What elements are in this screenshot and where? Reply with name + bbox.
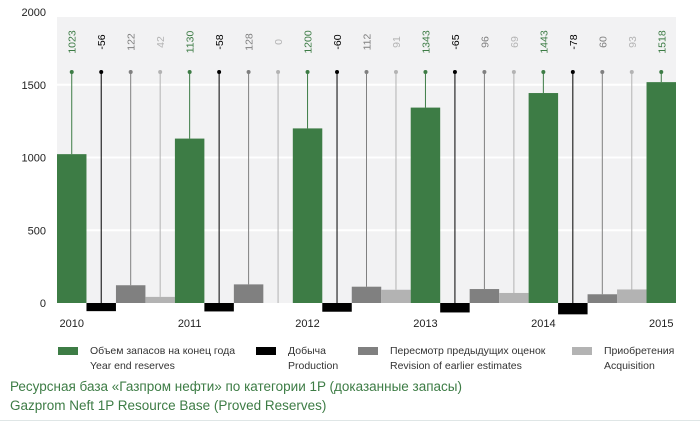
bar-reserves bbox=[646, 82, 676, 303]
bar-reserves bbox=[57, 154, 87, 303]
stem-dot bbox=[158, 70, 163, 74]
x-tick-label: 2011 bbox=[178, 318, 202, 330]
stem-dot bbox=[570, 70, 575, 74]
y-tick-label: 0 bbox=[40, 298, 46, 310]
bar-acquisition bbox=[617, 289, 647, 303]
stem-dot bbox=[393, 70, 398, 74]
stem-dot bbox=[335, 70, 340, 74]
stem-dot bbox=[305, 70, 310, 74]
stem-dot bbox=[629, 70, 634, 74]
y-tick-label: 1000 bbox=[22, 153, 46, 165]
legend-item-acquisition: Приобретения Acquisition bbox=[572, 344, 675, 374]
bar-revision bbox=[115, 285, 146, 303]
legend-label: Объем запасов на конец года bbox=[90, 345, 236, 357]
x-tick-label: 2015 bbox=[649, 318, 673, 330]
stem-dot bbox=[187, 70, 192, 74]
x-tick-label: 2012 bbox=[295, 318, 319, 330]
bar-reserves bbox=[174, 138, 205, 303]
y-tick-label: 2000 bbox=[22, 7, 46, 19]
bar-production bbox=[322, 303, 352, 312]
data-label: 42 bbox=[155, 36, 167, 48]
data-label: -56 bbox=[96, 34, 108, 49]
legend-swatch bbox=[256, 347, 276, 355]
data-label: 91 bbox=[391, 36, 403, 48]
chart-title: Ресурсная база «Газпром нефти» по катего… bbox=[10, 379, 462, 394]
divider bbox=[0, 420, 700, 421]
data-label: 69 bbox=[509, 36, 521, 48]
legend-label-en: Production bbox=[288, 360, 339, 372]
data-label: -78 bbox=[568, 34, 580, 49]
legend-swatch bbox=[58, 347, 78, 355]
data-label: 112 bbox=[362, 33, 374, 50]
bar-production bbox=[86, 303, 116, 312]
bar-revision bbox=[233, 284, 264, 303]
stem-dot bbox=[99, 70, 104, 74]
stem-dot bbox=[217, 70, 222, 74]
stem-dot bbox=[423, 70, 428, 74]
bar-production bbox=[204, 303, 234, 312]
bar-acquisition bbox=[499, 292, 529, 303]
data-label: 1343 bbox=[420, 30, 432, 54]
stem-dot bbox=[69, 70, 74, 74]
stem-dot bbox=[600, 70, 605, 74]
bar-reserves bbox=[528, 93, 559, 303]
data-label: 96 bbox=[479, 36, 491, 48]
stem-dot bbox=[128, 70, 133, 74]
bar-production bbox=[558, 303, 588, 315]
data-label: 93 bbox=[627, 36, 639, 48]
bar-revision bbox=[351, 286, 382, 303]
legend-label-en: Year end reserves bbox=[90, 360, 175, 372]
bar-revision bbox=[587, 294, 618, 303]
stem-dot bbox=[276, 70, 281, 74]
x-tick-label: 2013 bbox=[413, 318, 437, 330]
bar-production bbox=[440, 303, 470, 313]
legend-swatch bbox=[572, 347, 592, 355]
stem-dot bbox=[541, 70, 546, 74]
data-label: -60 bbox=[332, 34, 344, 49]
stem-dot bbox=[659, 70, 664, 74]
chart-svg: 0 500 1000 1500 2000 1023 -56 122 42 1130 -58 128 0 1… bbox=[22, 7, 676, 330]
data-label: 1518 bbox=[656, 30, 668, 54]
bar-reserves bbox=[410, 107, 441, 303]
data-label: 122 bbox=[126, 33, 138, 51]
y-tick-label: 500 bbox=[28, 225, 46, 237]
data-label: 1443 bbox=[538, 30, 550, 54]
data-label: -58 bbox=[214, 34, 226, 49]
legend-swatch bbox=[358, 347, 378, 355]
legend-label: Добыча bbox=[288, 345, 326, 357]
data-label: 60 bbox=[597, 36, 609, 48]
bar-reserves bbox=[292, 128, 323, 303]
legend-label: Приобретения bbox=[604, 345, 675, 357]
data-label: -65 bbox=[450, 34, 462, 49]
legend-item-revision: Пересмотр предыдущих оценок Revision of … bbox=[358, 344, 546, 374]
data-label: 0 bbox=[273, 39, 285, 45]
data-label: 1023 bbox=[67, 30, 79, 54]
stem-dot bbox=[364, 70, 369, 74]
x-tick-label: 2010 bbox=[59, 318, 83, 330]
stem-dot bbox=[511, 70, 516, 74]
bar-revision bbox=[469, 289, 500, 303]
legend-label-en: Revision of earlier estimates bbox=[390, 360, 522, 372]
stem-dot bbox=[246, 70, 251, 74]
bar-acquisition bbox=[381, 289, 411, 303]
legend-item-reserves: Объем запасов на конец года Year end res… bbox=[58, 344, 236, 374]
bar-acquisition bbox=[145, 296, 175, 303]
data-label: 128 bbox=[244, 33, 256, 51]
chart-subtitle: Gazprom Neft 1P Resource Base (Proved Re… bbox=[10, 398, 327, 413]
legend-label: Пересмотр предыдущих оценок bbox=[390, 345, 546, 357]
legend-label-en: Acquisition bbox=[604, 360, 655, 372]
stem-dot bbox=[452, 70, 457, 74]
stem-dot bbox=[482, 70, 487, 74]
data-label: 1200 bbox=[303, 30, 315, 54]
legend-item-production: Добыча Production bbox=[256, 344, 339, 374]
y-tick-label: 1500 bbox=[22, 80, 46, 92]
x-tick-label: 2014 bbox=[531, 318, 555, 330]
data-label: 1130 bbox=[185, 31, 197, 54]
